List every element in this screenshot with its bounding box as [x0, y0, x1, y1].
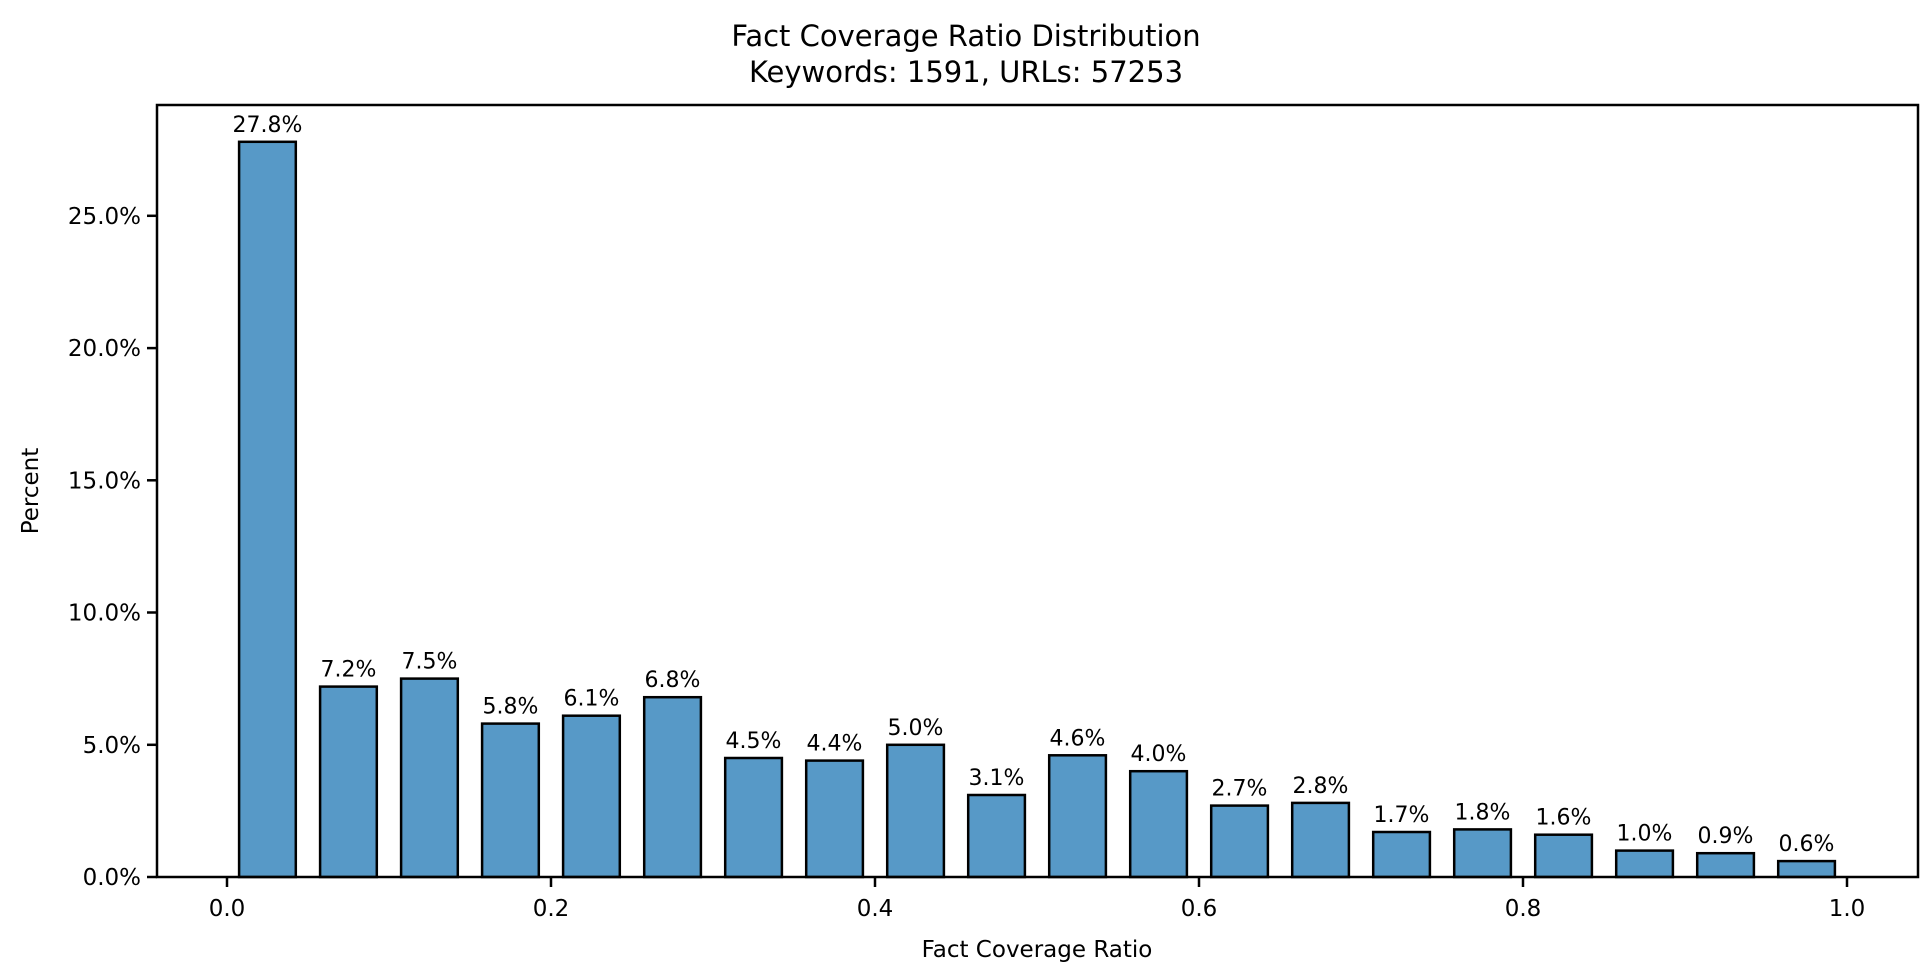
bar-value-label: 7.2%	[321, 658, 377, 683]
bar-value-label: 4.5%	[726, 729, 782, 754]
bar-value-label: 4.6%	[1050, 726, 1106, 751]
bar	[804, 759, 865, 879]
bar	[1047, 754, 1108, 879]
bar	[1533, 833, 1594, 879]
bar	[237, 140, 298, 879]
bar	[1695, 851, 1756, 879]
y-tick-label: 25.0%	[68, 204, 141, 230]
y-tick-label: 10.0%	[68, 601, 141, 627]
bar-value-label: 0.9%	[1698, 824, 1754, 849]
chart-subtitle: Keywords: 1591, URLs: 57253	[749, 55, 1183, 89]
bar	[480, 722, 541, 879]
bar	[1209, 804, 1270, 879]
x-tick-label: 0.0	[209, 896, 246, 922]
bar	[1128, 769, 1189, 879]
chart-title: Fact Coverage Ratio Distribution	[731, 19, 1200, 53]
bar-value-label: 2.8%	[1293, 774, 1349, 799]
bar-value-label: 0.6%	[1779, 832, 1835, 857]
bar-value-label: 1.6%	[1536, 806, 1592, 831]
y-tick-label: 20.0%	[68, 336, 141, 362]
bar-value-label: 5.0%	[888, 716, 944, 741]
bar	[723, 756, 784, 879]
x-tick-label: 0.2	[533, 896, 570, 922]
y-tick-label: 15.0%	[68, 468, 141, 494]
bar-value-label: 1.8%	[1455, 800, 1511, 825]
bar-value-label: 3.1%	[969, 766, 1025, 791]
bar-value-label: 2.7%	[1212, 777, 1268, 802]
bar	[1614, 849, 1675, 879]
y-axis-label: Percent	[18, 448, 44, 535]
bar-value-label: 1.7%	[1374, 803, 1430, 828]
y-tick-label: 0.0%	[83, 865, 141, 891]
bar-labels-group: 27.8% 7.2% 7.5% 5.8% 6.1% 6.8% 4.5% 4.4% 5.0% 3.1…	[233, 113, 1835, 857]
bar	[966, 793, 1027, 879]
x-axis-label: Fact Coverage Ratio	[922, 937, 1153, 963]
ticks-group: 0.0 0.2 0.4 0.6 0.8 1.0 0.0% 5.0% 10.0% 15.0% 20.0…	[68, 204, 1865, 922]
bar	[885, 743, 946, 879]
bar	[561, 714, 622, 879]
bar-value-label: 6.8%	[645, 668, 701, 693]
x-tick-label: 0.4	[857, 896, 894, 922]
bar-value-label: 1.0%	[1617, 822, 1673, 847]
x-tick-label: 0.6	[1181, 896, 1218, 922]
y-tick-label: 5.0%	[83, 733, 141, 759]
bar-value-label: 7.5%	[402, 650, 458, 675]
bar	[642, 695, 703, 879]
x-tick-label: 0.8	[1505, 896, 1542, 922]
bar	[1452, 828, 1513, 879]
bar-value-label: 5.8%	[483, 695, 539, 720]
bars-group	[237, 140, 1837, 879]
bar	[318, 685, 379, 879]
bar-value-label: 4.4%	[807, 732, 863, 757]
bar-value-label: 4.0%	[1131, 742, 1187, 767]
plot-frame	[155, 103, 1920, 879]
bar-value-label: 6.1%	[564, 687, 620, 712]
bar	[399, 677, 460, 879]
bar	[1371, 830, 1432, 879]
bar-value-label: 27.8%	[233, 113, 303, 138]
bar	[1290, 801, 1351, 879]
bar	[1776, 859, 1837, 879]
x-tick-label: 1.0	[1829, 896, 1866, 922]
